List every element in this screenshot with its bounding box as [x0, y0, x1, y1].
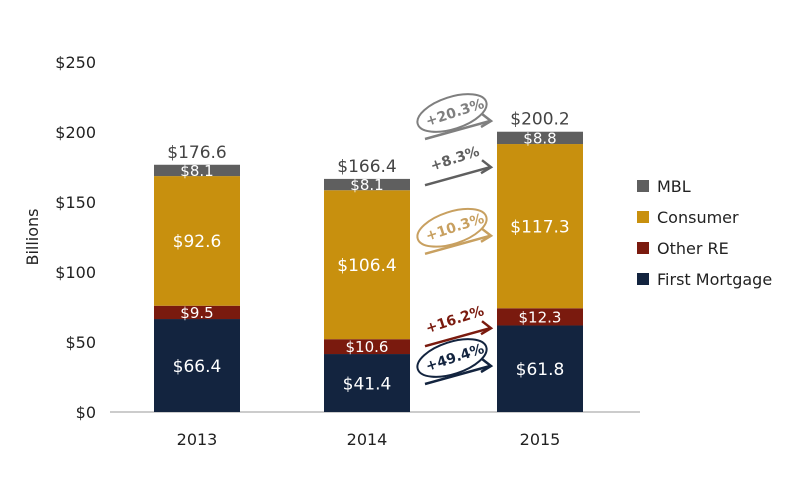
bar-segment-other-re	[154, 305, 240, 320]
data-label: $61.8	[516, 360, 565, 380]
data-label: $66.4	[173, 357, 222, 377]
legend-item: MBL	[637, 177, 691, 196]
legend-item: Other RE	[637, 239, 729, 258]
data-label: $8.1	[350, 176, 383, 194]
data-label: $8.8	[523, 129, 556, 147]
total-label: $176.6	[167, 143, 226, 163]
legend-label: First Mortgage	[657, 270, 772, 289]
legend-item: Consumer	[637, 208, 739, 227]
total-label: $166.4	[337, 157, 396, 177]
bar-segment-mbl	[154, 164, 240, 177]
x-tick-label: 2013	[177, 430, 218, 449]
y-tick-label: $50	[65, 333, 96, 352]
y-tick-label: $100	[55, 263, 96, 282]
x-tick-label: 2015	[520, 430, 561, 449]
bar-segment-consumer	[324, 190, 410, 340]
data-label: $106.4	[337, 256, 396, 276]
legend-swatch	[637, 242, 649, 254]
data-label: $8.1	[180, 162, 213, 180]
growth-annotation: +20.3%	[416, 93, 494, 141]
legend-label: Consumer	[657, 208, 739, 227]
growth-annotation: +10.3%	[416, 207, 494, 256]
bar-segment-consumer	[154, 176, 240, 306]
legend-swatch	[637, 180, 649, 192]
legend-item: First Mortgage	[637, 270, 772, 289]
bar-segment-first-mortgage	[497, 325, 583, 412]
legend-swatch	[637, 211, 649, 223]
growth-annotation: +8.3%	[424, 144, 494, 187]
bar-segment-first-mortgage	[324, 354, 410, 412]
x-tick-label: 2014	[347, 430, 388, 449]
bar-segment-first-mortgage	[154, 319, 240, 412]
bar-segment-mbl	[497, 131, 583, 145]
bar-segment-other-re	[497, 308, 583, 326]
legend-label: MBL	[657, 177, 691, 196]
bar-segment-consumer	[497, 144, 583, 309]
data-label: $10.6	[346, 338, 389, 356]
data-label: $41.4	[343, 374, 392, 394]
y-tick-label: $250	[55, 53, 96, 72]
total-label: $200.2	[510, 110, 569, 130]
legend-swatch	[637, 273, 649, 285]
bar-segment-mbl	[324, 178, 410, 191]
y-tick-label: $0	[76, 403, 96, 422]
data-label: $117.3	[510, 217, 569, 237]
data-label: $12.3	[519, 308, 562, 326]
y-tick-label: $200	[55, 123, 96, 142]
y-tick-label: $150	[55, 193, 96, 212]
growth-label: +8.3%	[428, 144, 481, 175]
y-axis-label: Billions	[23, 208, 42, 265]
bar-segment-other-re	[324, 339, 410, 355]
legend-label: Other RE	[657, 239, 729, 258]
data-label: $9.5	[180, 304, 213, 322]
data-label: $92.6	[173, 232, 222, 252]
